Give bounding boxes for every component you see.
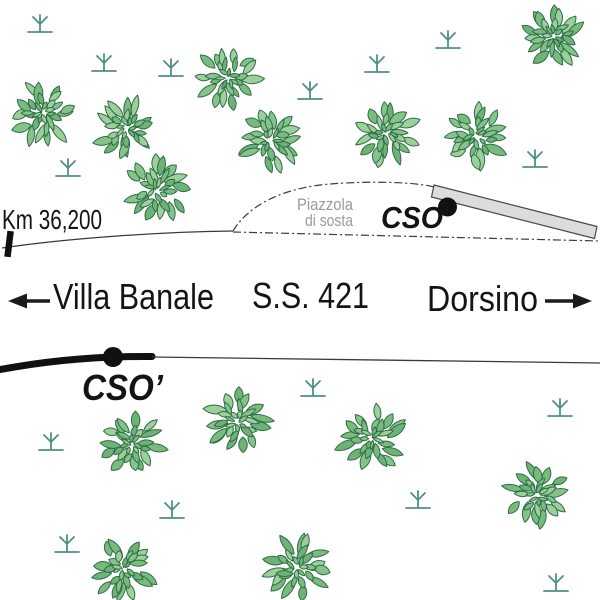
grass-symbol xyxy=(297,81,323,100)
grass-symbol xyxy=(54,534,80,553)
tree xyxy=(202,386,275,454)
tree xyxy=(521,4,585,66)
lower-road-thick-segment xyxy=(0,352,156,374)
tree xyxy=(334,402,406,470)
tree xyxy=(99,410,169,472)
tree xyxy=(91,538,158,600)
grass-symbol xyxy=(547,398,573,417)
grass-symbol xyxy=(158,58,184,77)
lower-road-group xyxy=(0,347,600,374)
grass-symbol xyxy=(300,378,326,397)
grass-symbol xyxy=(55,158,81,177)
upper-road-line xyxy=(1,230,234,249)
tree xyxy=(92,94,153,160)
cso-prime-label: CSO’ xyxy=(82,367,164,408)
grass-symbol xyxy=(38,432,64,451)
grass-symbol xyxy=(159,500,185,519)
right-arrow-icon xyxy=(545,293,592,309)
destination-left-label: Villa Banale xyxy=(53,276,214,317)
rest-area-baseline xyxy=(232,231,600,242)
cso-prime-point xyxy=(103,347,123,367)
cso-point xyxy=(438,197,457,217)
grass-symbol xyxy=(405,490,431,509)
grass-symbol xyxy=(435,30,461,49)
upper-road-group xyxy=(1,181,600,258)
tree xyxy=(123,153,191,222)
road-name-label: S.S. 421 xyxy=(252,275,369,316)
lower-road-thin-segment xyxy=(151,356,600,364)
tree xyxy=(355,101,421,169)
grass-symbol xyxy=(543,573,569,592)
rest-area-label-line2: di sosta xyxy=(305,211,353,230)
km-post-marker xyxy=(4,230,14,258)
vegetation-layer xyxy=(11,4,585,600)
km-label: Km 36,200 xyxy=(2,204,102,235)
tree xyxy=(11,81,75,148)
cso-label: CSO xyxy=(381,200,443,235)
tree xyxy=(237,109,301,174)
rest-area-outline xyxy=(232,181,435,232)
guardrail-bar xyxy=(430,184,598,240)
left-arrow-icon xyxy=(8,293,50,309)
grass-symbol xyxy=(364,54,390,73)
grass-symbol xyxy=(522,149,548,168)
tree xyxy=(501,461,569,530)
destination-right-label: Dorsino xyxy=(427,278,538,319)
rest-area-label-line1: Piazzola xyxy=(297,195,353,214)
grass-symbol xyxy=(91,53,117,72)
tree xyxy=(261,532,331,600)
tree xyxy=(443,100,507,172)
grass-symbol xyxy=(27,14,53,33)
tree xyxy=(194,47,266,111)
